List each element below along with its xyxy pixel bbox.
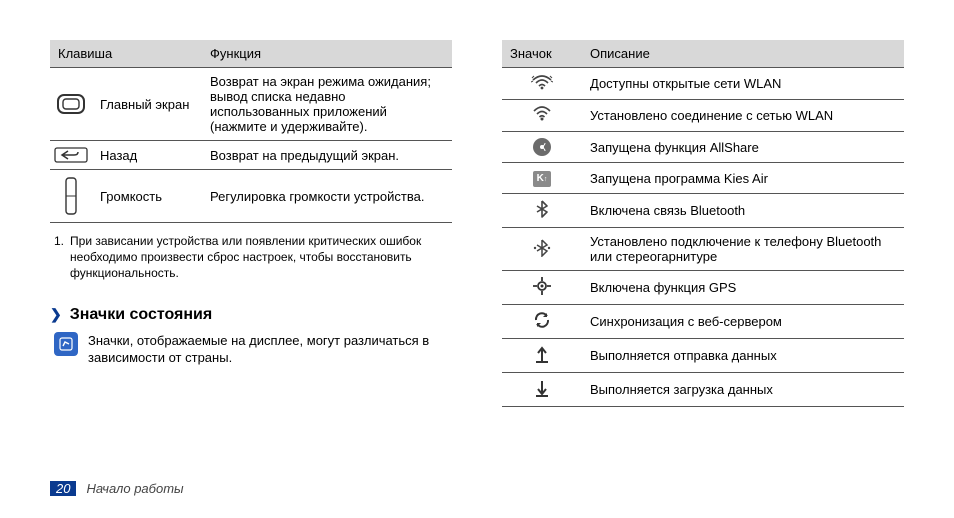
status-desc: Выполняется отправка данных (582, 339, 904, 373)
page-number: 20 (50, 481, 76, 496)
page-footer: 20 Начало работы (50, 481, 184, 496)
key-func: Возврат на предыдущий экран. (202, 141, 452, 170)
chapter-title: Начало работы (86, 481, 183, 496)
header-func: Функция (202, 40, 452, 68)
status-desc: Синхронизация с веб-сервером (582, 305, 904, 339)
key-name: Назад (92, 141, 202, 170)
footnote-num: 1. (54, 233, 64, 282)
header-key: Клавиша (50, 40, 202, 68)
chevron-icon: ❯ (50, 306, 62, 323)
note-text: Значки, отображаемые на дисплее, могут р… (88, 332, 452, 367)
status-desc: Доступны открытые сети WLAN (582, 68, 904, 100)
status-desc: Включена функция GPS (582, 271, 904, 305)
header-desc: Описание (582, 40, 904, 68)
kies-air-icon: K↑ (502, 163, 582, 194)
bluetooth-headset-icon (502, 228, 582, 271)
table-row: Громкость Регулировка громкости устройст… (50, 170, 452, 223)
status-icons-table: Значок Описание Доступны открытые сети W… (502, 40, 904, 407)
footnote: 1. При зависании устройства или появлени… (50, 223, 452, 282)
note-icon (54, 332, 78, 356)
info-note: Значки, отображаемые на дисплее, могут р… (50, 332, 452, 367)
table-row: Включена связь Bluetooth (502, 194, 904, 228)
allshare-icon (502, 132, 582, 163)
upload-icon (502, 339, 582, 373)
home-key-icon (50, 68, 92, 141)
status-desc: Включена связь Bluetooth (582, 194, 904, 228)
section-title: Значки состояния (70, 306, 212, 324)
bluetooth-icon (502, 194, 582, 228)
key-name: Главный экран (92, 68, 202, 141)
table-row: Выполняется загрузка данных (502, 373, 904, 407)
table-row: Синхронизация с веб-сервером (502, 305, 904, 339)
key-func: Возврат на экран режима ожидания; вывод … (202, 68, 452, 141)
sync-icon (502, 305, 582, 339)
download-icon (502, 373, 582, 407)
table-row: Включена функция GPS (502, 271, 904, 305)
table-row: Установлено соединение с сетью WLAN (502, 100, 904, 132)
status-desc: Выполняется загрузка данных (582, 373, 904, 407)
status-desc: Установлено соединение с сетью WLAN (582, 100, 904, 132)
footnote-text: При зависании устройства или появлении к… (70, 233, 452, 282)
section-heading: ❯ Значки состояния (50, 306, 452, 324)
table-row: Выполняется отправка данных (502, 339, 904, 373)
gps-icon (502, 271, 582, 305)
table-row: Установлено подключение к телефону Bluet… (502, 228, 904, 271)
keys-table: Клавиша Функция Главный экран Возврат на… (50, 40, 452, 223)
status-desc: Запущена программа Kies Air (582, 163, 904, 194)
wlan-open-icon (502, 68, 582, 100)
volume-key-icon (50, 170, 92, 223)
table-row: Запущена функция AllShare (502, 132, 904, 163)
back-key-icon (50, 141, 92, 170)
table-row: Доступны открытые сети WLAN (502, 68, 904, 100)
table-row: Главный экран Возврат на экран режима ож… (50, 68, 452, 141)
table-row: Назад Возврат на предыдущий экран. (50, 141, 452, 170)
wlan-connected-icon (502, 100, 582, 132)
status-desc: Установлено подключение к телефону Bluet… (582, 228, 904, 271)
status-desc: Запущена функция AllShare (582, 132, 904, 163)
header-icon: Значок (502, 40, 582, 68)
table-row: K↑ Запущена программа Kies Air (502, 163, 904, 194)
key-name: Громкость (92, 170, 202, 223)
key-func: Регулировка громкости устройства. (202, 170, 452, 223)
